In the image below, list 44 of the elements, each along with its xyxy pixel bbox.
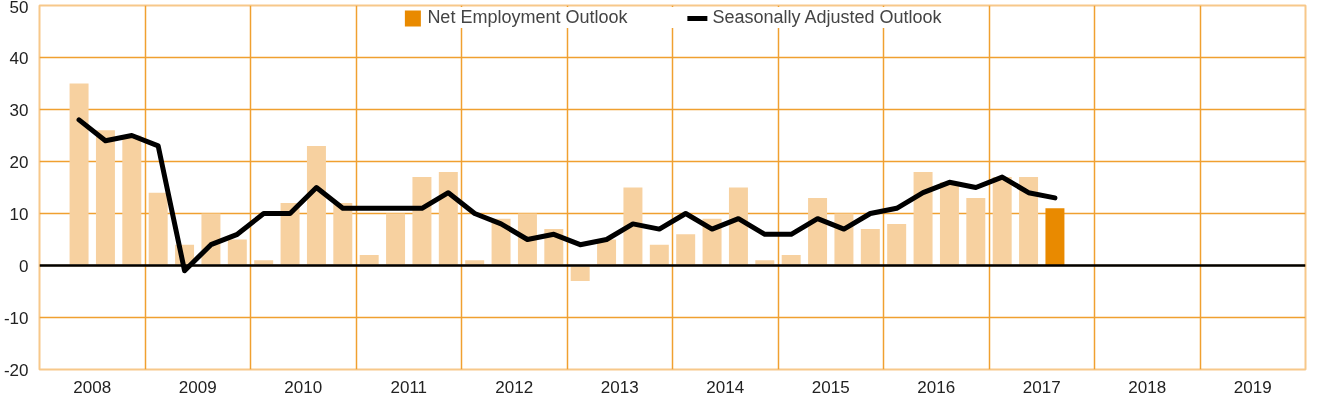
- bar: [728, 187, 748, 266]
- bar: [966, 197, 986, 266]
- bar: [69, 83, 89, 266]
- bar: [306, 145, 326, 266]
- y-tick-label: -10: [3, 308, 29, 328]
- bar: [412, 177, 432, 266]
- bar: [676, 234, 696, 266]
- bar: [887, 223, 907, 266]
- x-tick-label: 2011: [390, 377, 428, 397]
- y-tick-label: 30: [9, 100, 29, 120]
- bar: [623, 187, 643, 266]
- legend-label: Seasonally Adjusted Outlook: [712, 7, 942, 28]
- bar: [1019, 177, 1039, 266]
- x-tick-label: 2017: [1022, 377, 1061, 397]
- bar: [939, 182, 959, 266]
- x-tick-label: 2008: [73, 377, 112, 397]
- bar: [333, 203, 353, 266]
- bar: [649, 244, 669, 266]
- x-tick-label: 2014: [706, 377, 745, 397]
- x-tick-label: 2018: [1128, 377, 1167, 397]
- bar: [992, 177, 1012, 266]
- y-tick-label: 40: [9, 48, 29, 68]
- x-tick-label: 2013: [600, 377, 639, 397]
- bar: [438, 171, 458, 266]
- x-tick-label: 2016: [917, 377, 956, 397]
- bar: [148, 192, 168, 266]
- y-tick-label: -20: [3, 360, 29, 380]
- y-tick-label: 10: [9, 204, 29, 224]
- y-tick-label: 50: [9, 0, 29, 17]
- bar: [95, 130, 115, 266]
- bar: [122, 135, 142, 266]
- bar: [913, 171, 933, 266]
- x-tick-label: 2009: [178, 377, 217, 397]
- bar: [1045, 208, 1065, 266]
- y-tick-label: 0: [19, 256, 29, 276]
- bar: [227, 239, 247, 266]
- bar: [860, 229, 880, 266]
- x-tick-label: 2012: [495, 377, 534, 397]
- x-tick-label: 2010: [284, 377, 323, 397]
- x-tick-label: 2019: [1233, 377, 1272, 397]
- bar: [386, 213, 406, 266]
- x-tick-label: 2015: [811, 377, 850, 397]
- y-tick-label: 20: [9, 152, 29, 172]
- legend-label: Net Employment Outlook: [427, 7, 628, 28]
